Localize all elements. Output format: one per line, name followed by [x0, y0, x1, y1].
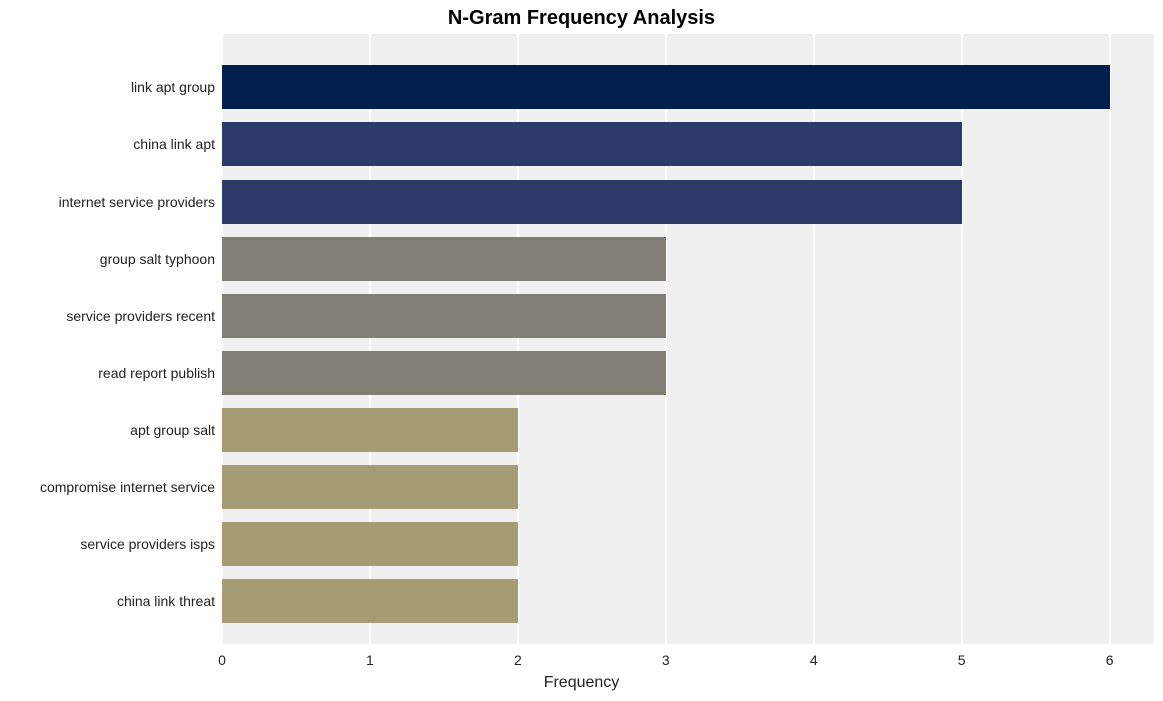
y-tick-label: china link apt [0, 136, 215, 152]
ngram-chart: N-Gram Frequency Analysis Frequency link… [0, 0, 1163, 701]
x-axis-label: Frequency [0, 674, 1163, 692]
grid-line [1109, 34, 1111, 644]
x-tick-label: 0 [218, 652, 226, 668]
x-tick-label: 5 [958, 652, 966, 668]
bar [222, 465, 518, 509]
y-tick-label: service providers isps [0, 536, 215, 552]
bar-row [222, 180, 962, 224]
bar-row [222, 122, 962, 166]
bar-row [222, 65, 1110, 109]
y-tick-label: link apt group [0, 79, 215, 95]
bar-row [222, 237, 666, 281]
bar [222, 579, 518, 623]
y-tick-label: compromise internet service [0, 479, 215, 495]
y-tick-label: internet service providers [0, 194, 215, 210]
x-tick-label: 2 [514, 652, 522, 668]
y-tick-label: read report publish [0, 365, 215, 381]
bar [222, 294, 666, 338]
bar [222, 122, 962, 166]
x-tick-label: 6 [1106, 652, 1114, 668]
bar [222, 351, 666, 395]
bar-row [222, 522, 518, 566]
y-tick-label: apt group salt [0, 422, 215, 438]
bar-row [222, 465, 518, 509]
x-tick-label: 4 [810, 652, 818, 668]
x-tick-label: 3 [662, 652, 670, 668]
bar [222, 522, 518, 566]
bar-row [222, 294, 666, 338]
y-tick-label: china link threat [0, 593, 215, 609]
bar [222, 180, 962, 224]
plot-area [222, 34, 1154, 644]
x-tick-label: 1 [366, 652, 374, 668]
bar [222, 65, 1110, 109]
chart-title: N-Gram Frequency Analysis [0, 7, 1163, 30]
bar [222, 408, 518, 452]
y-tick-label: group salt typhoon [0, 251, 215, 267]
bar-row [222, 351, 666, 395]
bar [222, 237, 666, 281]
y-tick-label: service providers recent [0, 308, 215, 324]
bar-row [222, 408, 518, 452]
bar-row [222, 579, 518, 623]
